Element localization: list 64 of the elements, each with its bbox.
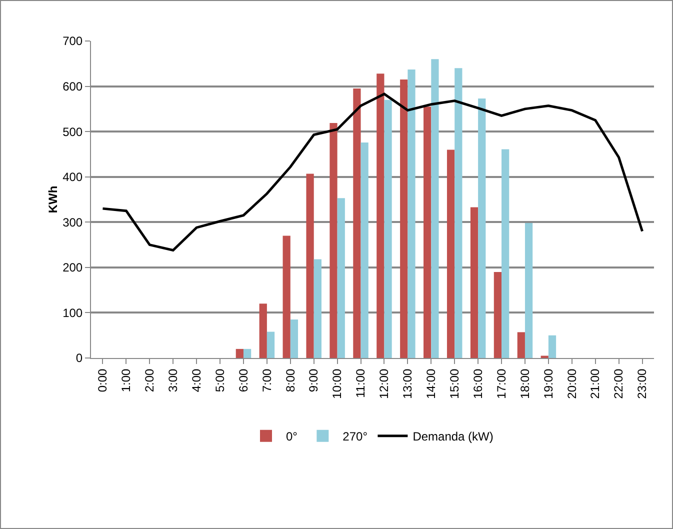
- x-tick-label: 7:00: [260, 368, 274, 392]
- y-tick-label: 0: [76, 351, 83, 366]
- bar: [502, 149, 510, 358]
- x-tick-label: 12:00: [377, 368, 392, 399]
- x-tick-label: 23:00: [635, 368, 650, 399]
- x-tick-label: 16:00: [470, 368, 485, 399]
- y-tick-label: 700: [62, 34, 83, 48]
- bar: [314, 259, 322, 358]
- y-tick-label: 100: [62, 306, 83, 320]
- bar: [408, 70, 416, 358]
- bar: [243, 348, 252, 358]
- x-tick-label: 9:00: [306, 368, 321, 392]
- bar: [470, 207, 478, 358]
- x-tick-label: 20:00: [564, 368, 579, 399]
- x-tick-label: 8:00: [283, 368, 298, 392]
- bar: [454, 68, 462, 358]
- x-tick-label: 22:00: [612, 368, 626, 399]
- legend-label: Demanda (kW): [412, 430, 494, 444]
- bar: [446, 150, 455, 358]
- bar: [517, 332, 525, 358]
- bar: [282, 236, 290, 358]
- x-tick-label: 14:00: [424, 368, 438, 399]
- bar: [384, 100, 392, 358]
- bar: [548, 335, 556, 358]
- bar: [431, 59, 439, 358]
- x-tick-label: 19:00: [541, 368, 556, 399]
- x-tick-label: 17:00: [494, 368, 508, 399]
- x-tick-label: 5:00: [212, 368, 227, 392]
- x-tick-label: 6:00: [236, 368, 250, 392]
- x-tick-label: 2:00: [142, 368, 157, 392]
- bar: [330, 122, 338, 358]
- legend-label: 270°: [342, 430, 368, 444]
- x-tick-label: 0:00: [96, 368, 110, 392]
- line-series: [101, 92, 644, 252]
- bar: [337, 198, 345, 358]
- bar: [376, 74, 384, 358]
- bar: [400, 79, 408, 358]
- bar: [424, 106, 432, 358]
- bar: [259, 304, 267, 358]
- x-tick-label: 1:00: [119, 368, 134, 392]
- y-axis-title: KWh: [46, 186, 60, 214]
- y-tick-label: 600: [62, 79, 83, 94]
- y-tick-label: 400: [62, 170, 83, 184]
- x-tick-label: 15:00: [448, 368, 462, 399]
- bar: [236, 348, 244, 358]
- x-tick-label: 18:00: [518, 368, 532, 399]
- bar: [266, 332, 275, 358]
- bar: [478, 98, 486, 358]
- x-tick-label: 4:00: [189, 368, 204, 392]
- x-tick-label: 10:00: [330, 368, 344, 399]
- bar: [290, 320, 298, 358]
- bar: [494, 272, 502, 358]
- x-tick-label: 21:00: [588, 368, 602, 399]
- x-tick-label: 13:00: [400, 368, 415, 399]
- bar: [524, 223, 533, 358]
- legend-label: 0°: [286, 430, 298, 444]
- y-tick-label: 300: [62, 215, 83, 230]
- y-tick-label: 500: [62, 124, 83, 139]
- bar: [306, 174, 314, 358]
- bar: [360, 142, 368, 358]
- x-tick-label: 11:00: [354, 368, 368, 398]
- x-tick-label: 3:00: [166, 368, 180, 392]
- bar: [353, 88, 361, 358]
- y-tick-label: 200: [62, 260, 83, 275]
